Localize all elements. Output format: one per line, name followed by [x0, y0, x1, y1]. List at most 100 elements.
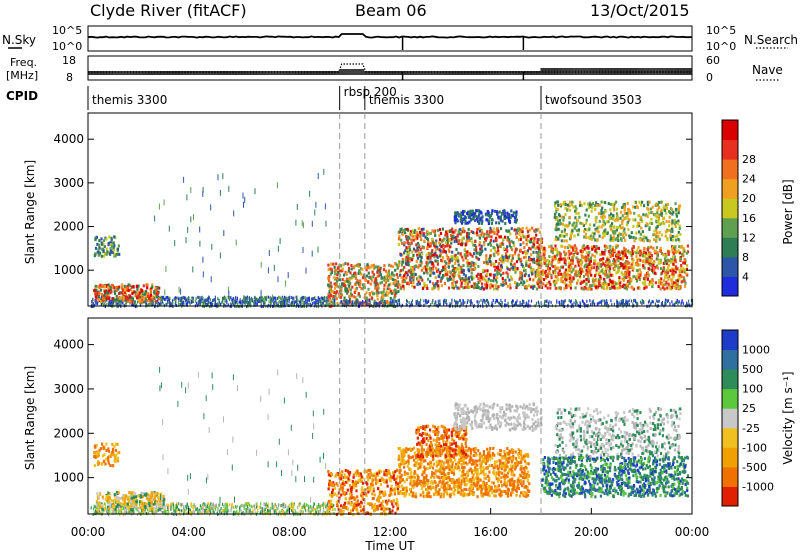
echo-cell	[411, 256, 414, 260]
echo-cell	[658, 222, 661, 226]
echo-cell	[519, 271, 522, 275]
echo-cell	[666, 286, 669, 290]
echo-cell	[635, 269, 639, 273]
echo-cell	[678, 204, 681, 208]
echo-cell	[493, 264, 496, 268]
echo-cell	[490, 214, 493, 218]
echo-cell	[417, 251, 420, 255]
echo-cell	[384, 275, 388, 279]
echo-cell	[126, 299, 130, 303]
echo-cell	[594, 259, 597, 263]
echo-cell	[662, 253, 665, 257]
echo-cell	[391, 271, 394, 275]
echo-cell	[400, 227, 404, 231]
echo-cell	[601, 206, 604, 210]
echo-cell	[240, 301, 242, 305]
echo-cell	[604, 263, 607, 267]
echo-cell	[646, 277, 649, 281]
echo-cell	[657, 279, 661, 282]
echo-cell	[445, 230, 448, 234]
echo-cell	[473, 248, 476, 252]
echo-cell	[356, 298, 359, 302]
echo-cell	[273, 296, 275, 300]
echo-cell	[522, 266, 526, 270]
echo-cell	[337, 285, 340, 289]
echo-cell	[472, 231, 475, 234]
echo-cell	[94, 295, 97, 299]
echo-cell	[327, 302, 329, 306]
echo-cell	[101, 247, 104, 251]
echo-cell	[260, 295, 262, 299]
echo-cell	[402, 260, 405, 264]
echo-cell	[224, 299, 226, 303]
echo-cell	[554, 257, 557, 260]
echo-cell	[410, 280, 413, 284]
echo-cell	[457, 251, 460, 255]
echo-cell	[568, 204, 571, 208]
echo-cell	[639, 251, 643, 255]
echo-cell	[559, 222, 562, 225]
echo-cell	[550, 261, 553, 265]
echo-cell	[183, 295, 185, 299]
echo-cell	[526, 229, 530, 233]
echo-cell	[164, 298, 166, 301]
echo-cell	[102, 301, 104, 305]
echo-cell	[685, 267, 688, 271]
echo-cell	[490, 235, 493, 239]
echo-cell	[667, 277, 670, 281]
echo-cell	[242, 298, 244, 302]
echo-cell	[580, 280, 583, 284]
echo-cell	[212, 299, 214, 303]
echo-cell	[345, 277, 348, 281]
echo-cell	[497, 229, 500, 233]
echo-cell	[131, 296, 134, 300]
echo-cell	[553, 279, 556, 283]
echo-cell	[464, 254, 467, 258]
echo-cell	[337, 271, 340, 274]
echo-cell	[573, 225, 576, 229]
echo-cell	[642, 254, 645, 257]
echo-cell	[449, 271, 452, 275]
echo-cell	[109, 285, 112, 289]
echo-cell	[612, 230, 615, 234]
echo-cell	[157, 302, 159, 306]
echo-cell	[631, 268, 634, 272]
echo-cell	[622, 234, 625, 238]
echo-cell	[450, 241, 453, 245]
echo-cell	[113, 289, 116, 293]
echo-cell	[398, 263, 401, 267]
echo-cell	[574, 264, 577, 268]
echo-cell	[682, 267, 685, 271]
echo-cell	[466, 282, 470, 286]
echo-cell	[132, 303, 134, 307]
echo-cell	[658, 281, 661, 285]
echo-cell	[667, 265, 670, 269]
echo-cell	[530, 269, 533, 273]
echo-cell	[631, 263, 634, 267]
echo-cell	[116, 298, 119, 302]
echo-cell	[95, 297, 98, 301]
echo-cell	[533, 243, 536, 247]
echo-cell	[408, 269, 411, 273]
echo-cell	[224, 297, 226, 301]
echo-cell	[122, 300, 124, 304]
echo-cell	[157, 291, 160, 295]
echo-cell	[589, 234, 592, 238]
echo-cell	[460, 281, 463, 285]
echo-cell	[466, 280, 469, 283]
echo-cell	[469, 264, 472, 268]
echo-cell	[217, 297, 219, 301]
echo-cell	[583, 258, 586, 262]
echo-cell	[228, 296, 231, 300]
echo-cell	[504, 235, 507, 239]
echo-cell	[667, 252, 670, 256]
echo-cell	[102, 249, 105, 253]
echo-cell	[322, 297, 324, 301]
echo-cell	[588, 227, 591, 231]
echo-cell	[446, 273, 449, 277]
echo-cell	[396, 285, 399, 289]
echo-cell	[534, 247, 537, 251]
echo-cell	[212, 302, 214, 306]
echo-cell	[471, 240, 474, 244]
echo-cell	[609, 244, 612, 248]
